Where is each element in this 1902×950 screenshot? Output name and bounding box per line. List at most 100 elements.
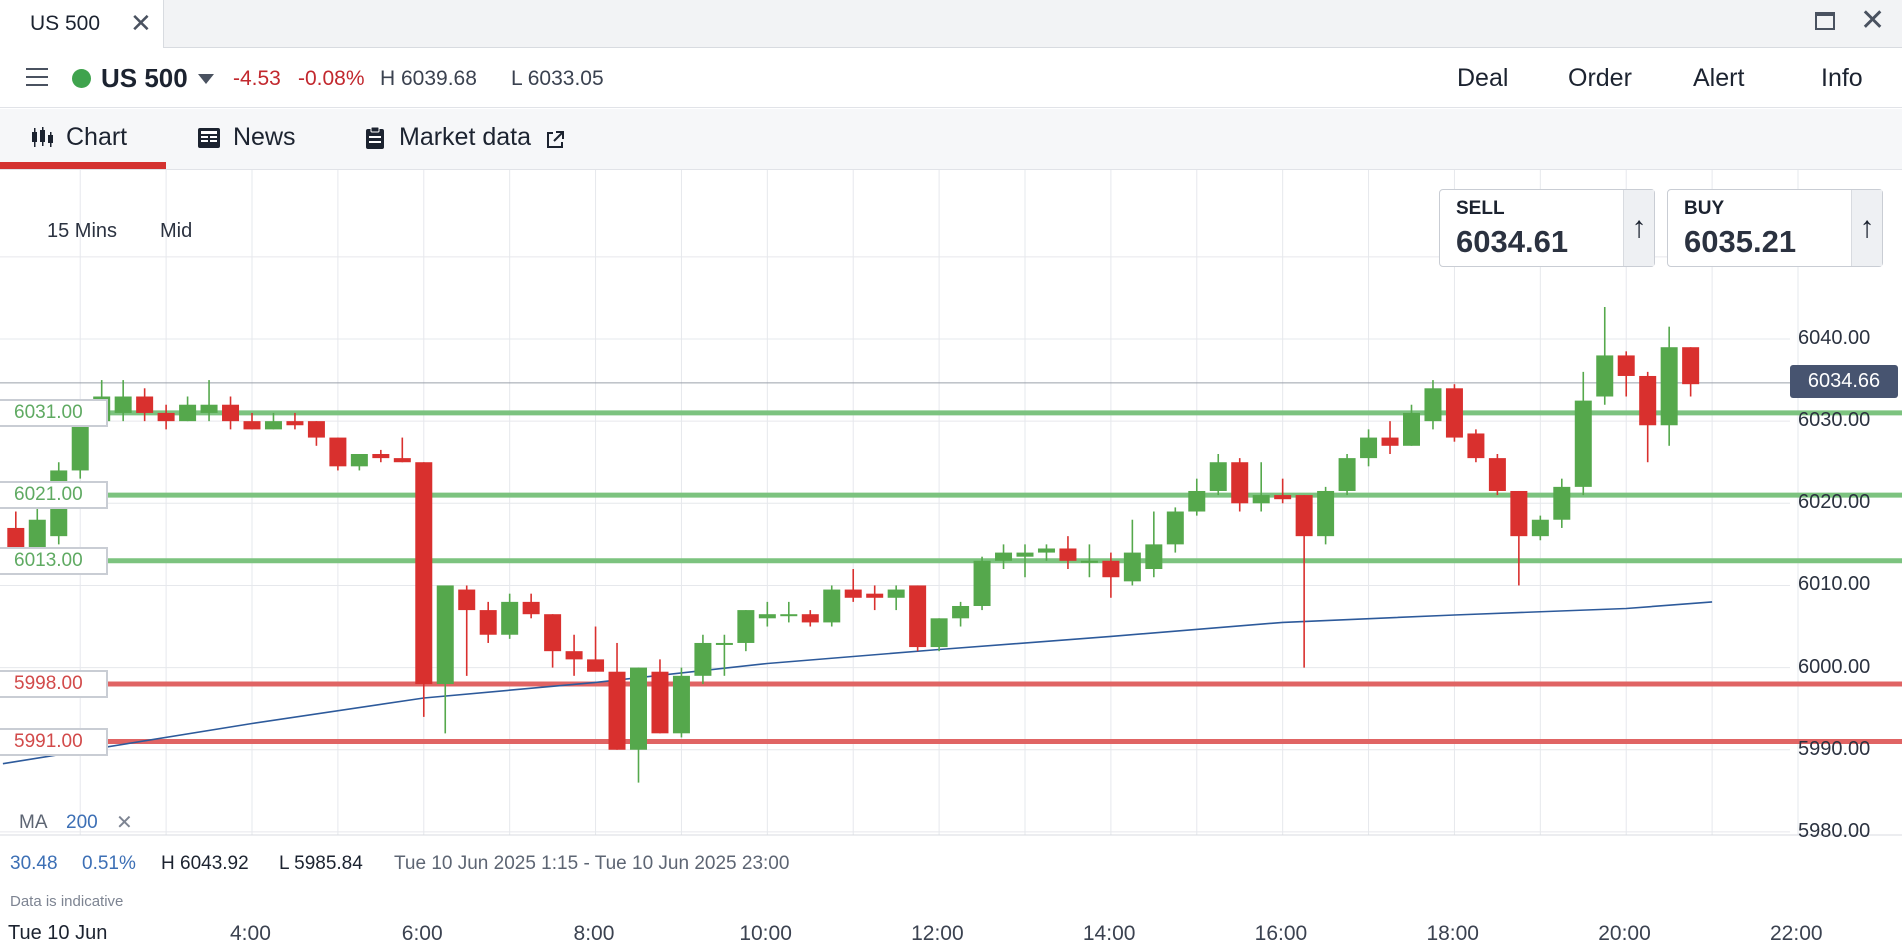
x-tick-label: 12:00 <box>911 922 964 945</box>
x-tick-label: 6:00 <box>401 922 443 945</box>
candle-body <box>243 421 261 430</box>
tab-news[interactable]: News <box>197 123 296 152</box>
candle-body <box>1295 495 1313 537</box>
timeframe-selector[interactable]: 15 Mins <box>47 220 118 242</box>
price-level-label[interactable]: 6013.00 <box>0 546 108 575</box>
y-tick-label: 6040.00 <box>1798 327 1871 349</box>
candle-body <box>1553 486 1571 520</box>
candle-body <box>587 659 605 672</box>
tab-market-data[interactable]: Market data <box>363 123 565 152</box>
x-tick-label: 14:00 <box>1082 922 1136 945</box>
candle-up <box>672 667 690 738</box>
candle-body <box>1660 347 1678 426</box>
chart-area[interactable]: 15 Mins Mid SELL 6034.61 ↑ BUY 6035.21 ↑… <box>0 170 1902 950</box>
info-button[interactable]: Info <box>1821 64 1863 92</box>
candle-down <box>1381 421 1399 455</box>
sell-quote-button[interactable]: SELL 6034.61 ↑ <box>1439 189 1655 267</box>
candle-down <box>1295 495 1313 668</box>
price-levels <box>0 382 1902 745</box>
candle-down <box>651 659 669 734</box>
sell-price: 6034.61 <box>1456 224 1569 259</box>
candle-down <box>415 462 433 717</box>
maximize-icon[interactable] <box>1815 12 1835 30</box>
chevron-down-icon[interactable] <box>198 74 214 84</box>
candle-body <box>1080 560 1098 563</box>
window-close-icon[interactable]: ✕ <box>1860 4 1886 37</box>
candle-body <box>222 404 240 422</box>
tab-chart[interactable]: Chart <box>30 123 127 152</box>
candle-down <box>608 642 626 750</box>
candle-up <box>887 585 905 611</box>
candle-down <box>565 634 583 676</box>
active-tab-indicator <box>0 162 166 169</box>
candle-body <box>264 421 282 430</box>
candle-up <box>436 585 454 734</box>
buy-quote-button[interactable]: BUY 6035.21 ↑ <box>1667 189 1883 267</box>
price-type-selector[interactable]: Mid <box>160 220 193 242</box>
candle-body <box>114 396 132 413</box>
order-button[interactable]: Order <box>1568 64 1632 92</box>
tab-us500[interactable]: US 500 ✕ <box>0 0 164 48</box>
tab-close-icon[interactable]: ✕ <box>130 8 152 38</box>
period-high: H 6043.92 <box>161 853 249 874</box>
candle-body <box>1037 548 1055 553</box>
candle-up <box>1360 429 1378 467</box>
candle-body <box>1274 495 1292 500</box>
candle-body <box>801 614 819 623</box>
ma-period[interactable]: 200 <box>66 812 98 833</box>
candle-body <box>1188 490 1206 512</box>
price-change: -4.53 <box>233 67 281 90</box>
candle-up <box>1188 478 1206 516</box>
candle-up <box>1145 511 1163 578</box>
candle-body <box>715 642 733 645</box>
deal-button[interactable]: Deal <box>1457 64 1509 92</box>
candle-down <box>1445 384 1463 442</box>
x-tick-label: 4:00 <box>230 922 271 945</box>
candle-body <box>1639 375 1657 426</box>
hamburger-menu-icon[interactable] <box>26 68 48 88</box>
candle-body <box>823 589 841 623</box>
candle-up <box>200 380 218 422</box>
candle-body <box>1360 437 1378 459</box>
price-chart[interactable] <box>0 170 1902 950</box>
candle-body <box>522 601 540 615</box>
candle-down <box>1231 458 1249 512</box>
candle-body <box>286 421 304 426</box>
x-tick-label: 10:00 <box>739 922 792 945</box>
candle-body <box>200 404 218 413</box>
candle-down <box>1682 347 1700 397</box>
candle-body <box>1574 400 1592 487</box>
y-tick-label: 5980.00 <box>1798 819 1871 842</box>
price-level-label[interactable]: 5991.00 <box>0 727 108 756</box>
indicative-note: Data is indicative <box>10 893 124 910</box>
price-level-label[interactable]: 6021.00 <box>0 481 108 510</box>
candle-body <box>1531 519 1549 537</box>
session-low: L 6033.05 <box>511 67 604 90</box>
price-change-percent: -0.08% <box>298 67 365 90</box>
instrument-name[interactable]: US 500 <box>101 63 188 93</box>
price-level-label[interactable]: 5998.00 <box>0 670 108 699</box>
candle-body <box>995 552 1013 561</box>
candle-up <box>1424 380 1442 430</box>
y-tick-label: 6000.00 <box>1798 655 1871 678</box>
ma-remove-icon[interactable]: ✕ <box>116 812 133 834</box>
candle-body <box>415 462 433 685</box>
candle-up <box>995 544 1013 570</box>
candle-body <box>1682 347 1700 385</box>
alert-button[interactable]: Alert <box>1693 64 1745 92</box>
candle-up <box>179 396 197 422</box>
candle-up <box>694 634 712 685</box>
candle-up <box>1252 462 1270 512</box>
candle-down <box>1102 552 1120 598</box>
candle-down <box>1467 429 1485 463</box>
candle-body <box>1381 437 1399 446</box>
external-link-icon[interactable] <box>545 128 565 148</box>
candle-down <box>1617 351 1635 397</box>
candle-body <box>1059 548 1077 561</box>
candle-up <box>930 618 948 652</box>
candle-body <box>157 412 175 422</box>
market-status-icon <box>72 69 91 88</box>
x-tick-label: 20:00 <box>1598 922 1651 945</box>
candle-up <box>630 667 647 783</box>
price-level-label[interactable]: 6031.00 <box>0 398 108 427</box>
